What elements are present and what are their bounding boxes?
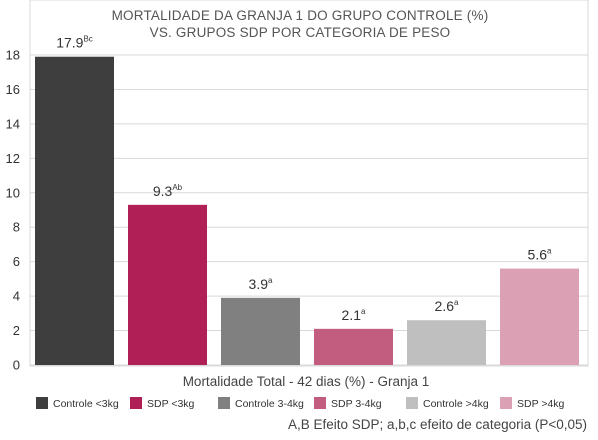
legend: Controle <3kg SDP <3kg Controle 3-4kg SDP 3… bbox=[36, 397, 565, 410]
bars bbox=[35, 56, 579, 365]
y-tick-label: 6 bbox=[13, 254, 20, 269]
x-axis-label: Mortalidade Total - 42 dias (%) - Granja… bbox=[183, 374, 430, 389]
chart-title-line-1: MORTALIDADE DA GRANJA 1 DO GRUPO CONTROL… bbox=[112, 8, 489, 23]
legend-swatch bbox=[406, 397, 418, 409]
legend-item: SDP >4kg bbox=[500, 397, 565, 410]
data-label: 9.3Ab bbox=[153, 183, 183, 199]
y-axis-ticks: 0 2 4 6 8 10 12 14 16 18 bbox=[6, 48, 20, 373]
legend-label: SDP 3-4kg bbox=[331, 398, 382, 410]
bar-sdp-4kg bbox=[500, 268, 579, 365]
plot-frame bbox=[29, 0, 589, 367]
legend-swatch bbox=[314, 397, 326, 409]
legend-item: Controle >4kg bbox=[406, 397, 489, 410]
legend-label: SDP <3kg bbox=[147, 398, 195, 410]
y-tick-label: 2 bbox=[13, 323, 20, 338]
data-label-value: 2.1 bbox=[342, 307, 362, 323]
y-tick-label: 14 bbox=[6, 116, 20, 131]
data-label-sup: a bbox=[547, 247, 552, 256]
y-tick-label: 4 bbox=[13, 289, 20, 304]
legend-swatch bbox=[218, 397, 230, 409]
bar-controle-3-4kg bbox=[221, 297, 300, 365]
legend-item: SDP <3kg bbox=[130, 397, 195, 410]
legend-label: Controle <3kg bbox=[53, 398, 119, 410]
y-tick-label: 16 bbox=[6, 82, 20, 97]
legend-label: Controle 3-4kg bbox=[235, 398, 304, 410]
legend-swatch bbox=[130, 397, 142, 409]
footnote: A,B Efeito SDP; a,b,c efeito de categori… bbox=[288, 417, 587, 432]
data-label-sup: a bbox=[361, 307, 366, 316]
legend-item: Controle <3kg bbox=[36, 397, 119, 410]
bar-sdp-3kg bbox=[128, 204, 207, 365]
data-label-value: 5.6 bbox=[528, 247, 548, 263]
gridlines bbox=[30, 54, 588, 366]
bar-controle-3kg bbox=[35, 56, 114, 365]
legend-item: SDP 3-4kg bbox=[314, 397, 382, 410]
data-label-value: 17.9 bbox=[56, 35, 83, 51]
y-tick-label: 0 bbox=[13, 358, 20, 373]
bar-controle-4kg bbox=[407, 320, 486, 365]
y-tick-label: 12 bbox=[6, 151, 20, 166]
data-label-sup: Ab bbox=[172, 183, 182, 192]
data-label-sup: a bbox=[454, 298, 459, 307]
legend-label: SDP >4kg bbox=[517, 398, 565, 410]
data-label-sup: a bbox=[268, 276, 273, 285]
data-label-value: 9.3 bbox=[153, 183, 173, 199]
legend-swatch bbox=[500, 397, 512, 409]
bar-sdp-3-4kg bbox=[314, 328, 393, 365]
data-label-value: 3.9 bbox=[249, 276, 269, 292]
y-tick-label: 10 bbox=[6, 185, 20, 200]
legend-label: Controle >4kg bbox=[423, 398, 489, 410]
data-label: 17.9Bc bbox=[56, 35, 93, 51]
data-label: 5.6a bbox=[528, 247, 552, 263]
y-tick-label: 8 bbox=[13, 220, 20, 235]
data-label-sup: Bc bbox=[83, 35, 92, 44]
data-label: 2.6a bbox=[435, 298, 459, 314]
legend-swatch bbox=[36, 397, 48, 409]
data-label: 2.1a bbox=[342, 307, 366, 323]
legend-item: Controle 3-4kg bbox=[218, 397, 304, 410]
y-tick-label: 18 bbox=[6, 48, 20, 63]
chart-title-line-2: VS. GRUPOS SDP POR CATEGORIA DE PESO bbox=[150, 25, 451, 40]
data-label-value: 2.6 bbox=[435, 298, 455, 314]
data-label: 3.9a bbox=[249, 276, 273, 292]
